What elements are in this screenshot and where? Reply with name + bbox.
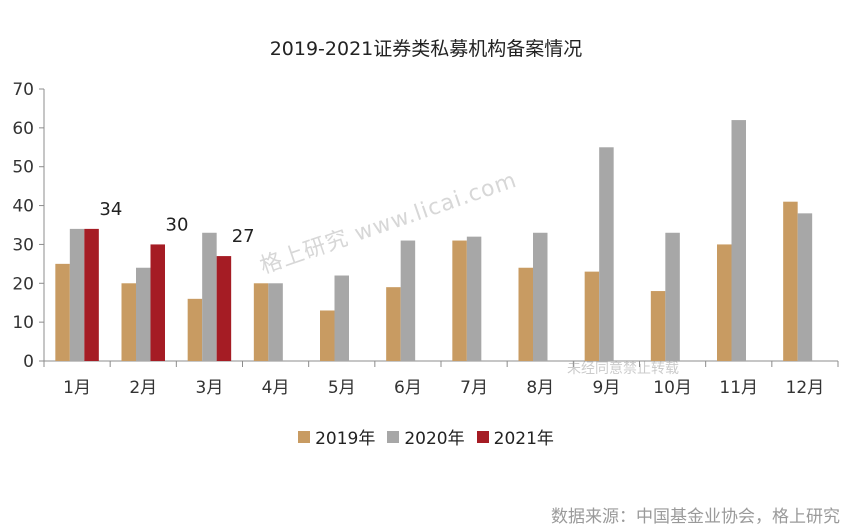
bar-2020年-3月	[202, 232, 217, 361]
x-tick-label: 2月	[129, 378, 157, 398]
chart-legend: 2019年 2020年 2021年	[0, 424, 852, 449]
y-tick-label: 60	[12, 119, 34, 139]
bar-2020年-4月	[268, 283, 283, 361]
bar-2019年-11月	[717, 244, 732, 361]
x-tick-label: 7月	[460, 378, 488, 398]
x-tick-label: 3月	[196, 378, 224, 398]
x-tick-label: 6月	[394, 378, 422, 398]
chart-title: 2019-2021证券类私募机构备案情况	[269, 38, 583, 60]
x-tick-label: 8月	[526, 378, 554, 398]
bar-2019年-12月	[783, 201, 798, 361]
bar-2019年-4月	[253, 283, 269, 361]
y-tick-label: 10	[12, 313, 34, 333]
legend-label-2021: 2021年	[493, 429, 554, 449]
bar-2019年-9月	[584, 271, 600, 361]
data-label: 27	[232, 226, 255, 247]
y-tick-label: 70	[12, 80, 34, 100]
bar-2020年-12月	[797, 213, 813, 361]
x-tick-label: 5月	[328, 378, 356, 398]
x-tick-label: 10月	[653, 378, 692, 398]
legend-swatch-2021	[476, 430, 489, 443]
bar-2019年-10月	[650, 291, 666, 361]
bar-2020年-8月	[533, 232, 548, 361]
bar-2020年-9月	[599, 147, 614, 361]
x-tick-label: 1月	[63, 378, 91, 398]
bar-2020年-1月	[69, 228, 85, 361]
bar-2019年-1月	[55, 263, 70, 361]
bar-2019年-2月	[121, 283, 136, 361]
bar-2021年-2月	[150, 244, 165, 361]
legend-item-2021: 2021年	[476, 424, 554, 449]
bar-2019年-3月	[187, 298, 203, 361]
y-tick-label: 20	[12, 274, 34, 294]
x-tick-label: 12月	[786, 378, 825, 398]
x-tick-label: 9月	[593, 378, 621, 398]
bar-2020年-7月	[466, 236, 482, 361]
bar-2020年-5月	[334, 275, 349, 361]
bar-2021年-3月	[216, 256, 232, 361]
data-label: 30	[166, 214, 189, 235]
bar-2019年-6月	[386, 287, 401, 361]
bar-2019年-8月	[518, 267, 533, 361]
legend-label-2020: 2020年	[404, 429, 465, 449]
data-label: 34	[99, 199, 122, 220]
x-tick-label: 11月	[719, 378, 758, 398]
source-note: 数据来源：中国基金业协会，格上研究	[551, 507, 840, 527]
legend-swatch-2020	[387, 430, 400, 443]
y-tick-label: 30	[12, 235, 34, 255]
bar-2020年-2月	[136, 267, 151, 361]
watermark-small: 未经同意禁止转载	[567, 361, 679, 377]
bar-2020年-6月	[400, 240, 416, 361]
bar-2019年-5月	[320, 310, 335, 361]
bar-2021年-1月	[84, 228, 99, 361]
y-tick-label: 50	[12, 158, 34, 178]
legend-item-2020: 2020年	[387, 424, 465, 449]
y-tick-label: 40	[12, 197, 34, 217]
bar-2020年-10月	[665, 232, 680, 361]
bar-2020年-11月	[731, 120, 746, 361]
legend-item-2019: 2019年	[298, 424, 375, 449]
legend-label-2019: 2019年	[315, 429, 376, 449]
bar-2019年-7月	[452, 240, 467, 361]
legend-swatch-2019	[298, 430, 311, 443]
y-tick-label: 0	[23, 352, 34, 372]
x-tick-label: 4月	[262, 378, 290, 398]
